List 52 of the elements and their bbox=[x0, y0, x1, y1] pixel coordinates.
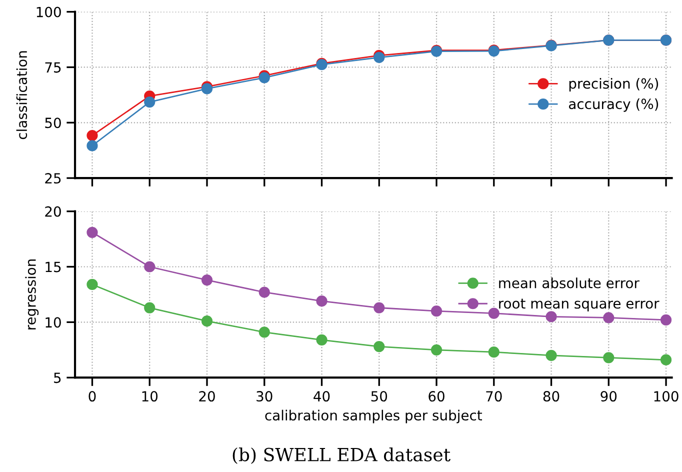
y-tick-label: 50 bbox=[45, 118, 61, 128]
point bbox=[86, 140, 98, 152]
y-tick-label: 100 bbox=[36, 6, 61, 18]
point bbox=[316, 334, 328, 346]
point bbox=[144, 302, 156, 314]
point bbox=[488, 346, 500, 358]
point bbox=[374, 302, 385, 314]
x-tick-label: 90 bbox=[600, 391, 617, 402]
y-tick-label: 15 bbox=[46, 262, 61, 272]
point bbox=[144, 96, 156, 108]
x-axis-title: calibration samples per subject bbox=[265, 410, 482, 424]
point bbox=[201, 316, 213, 327]
x-tick-label: 80 bbox=[543, 391, 560, 402]
point bbox=[316, 296, 328, 307]
y-tick-label: 25 bbox=[45, 173, 61, 184]
legend-label: accuracy (%) bbox=[568, 98, 658, 112]
point bbox=[86, 226, 98, 238]
point bbox=[603, 352, 614, 364]
y-tick-label: 75 bbox=[45, 62, 61, 73]
point bbox=[546, 311, 557, 322]
x-tick-label: 100 bbox=[654, 391, 678, 402]
point bbox=[258, 286, 270, 298]
x-tick-label: 10 bbox=[142, 391, 158, 402]
point bbox=[144, 261, 156, 272]
point bbox=[258, 326, 270, 338]
y-tick-label: 20 bbox=[45, 206, 61, 217]
legend-label: mean absolute error bbox=[499, 278, 640, 288]
y-axis-title: classification bbox=[16, 51, 28, 140]
x-tick-label: 30 bbox=[256, 391, 272, 402]
x-tick-label: 0 bbox=[88, 391, 96, 402]
point bbox=[488, 308, 500, 319]
point bbox=[603, 312, 614, 324]
point bbox=[660, 354, 672, 366]
y-tick-label: 5 bbox=[54, 372, 61, 384]
text: (b) SWELL EDA dataset bbox=[232, 447, 450, 464]
y-tick-label: 10 bbox=[46, 317, 61, 328]
x-tick-label: 70 bbox=[486, 391, 502, 402]
x-tick-label: 20 bbox=[199, 391, 215, 402]
point bbox=[201, 274, 213, 286]
point bbox=[86, 130, 98, 142]
point bbox=[86, 278, 98, 290]
point bbox=[430, 344, 442, 356]
point bbox=[546, 350, 557, 361]
point bbox=[374, 341, 385, 352]
x-tick-label: 50 bbox=[371, 391, 388, 402]
point bbox=[660, 314, 672, 326]
point bbox=[430, 306, 442, 317]
y-axis-title: regression bbox=[25, 259, 39, 330]
legend-label: root mean square error bbox=[499, 298, 660, 312]
legend-label: precision (%) bbox=[569, 78, 658, 92]
x-tick-label: 60 bbox=[428, 391, 444, 402]
x-tick-label: 40 bbox=[314, 391, 330, 402]
